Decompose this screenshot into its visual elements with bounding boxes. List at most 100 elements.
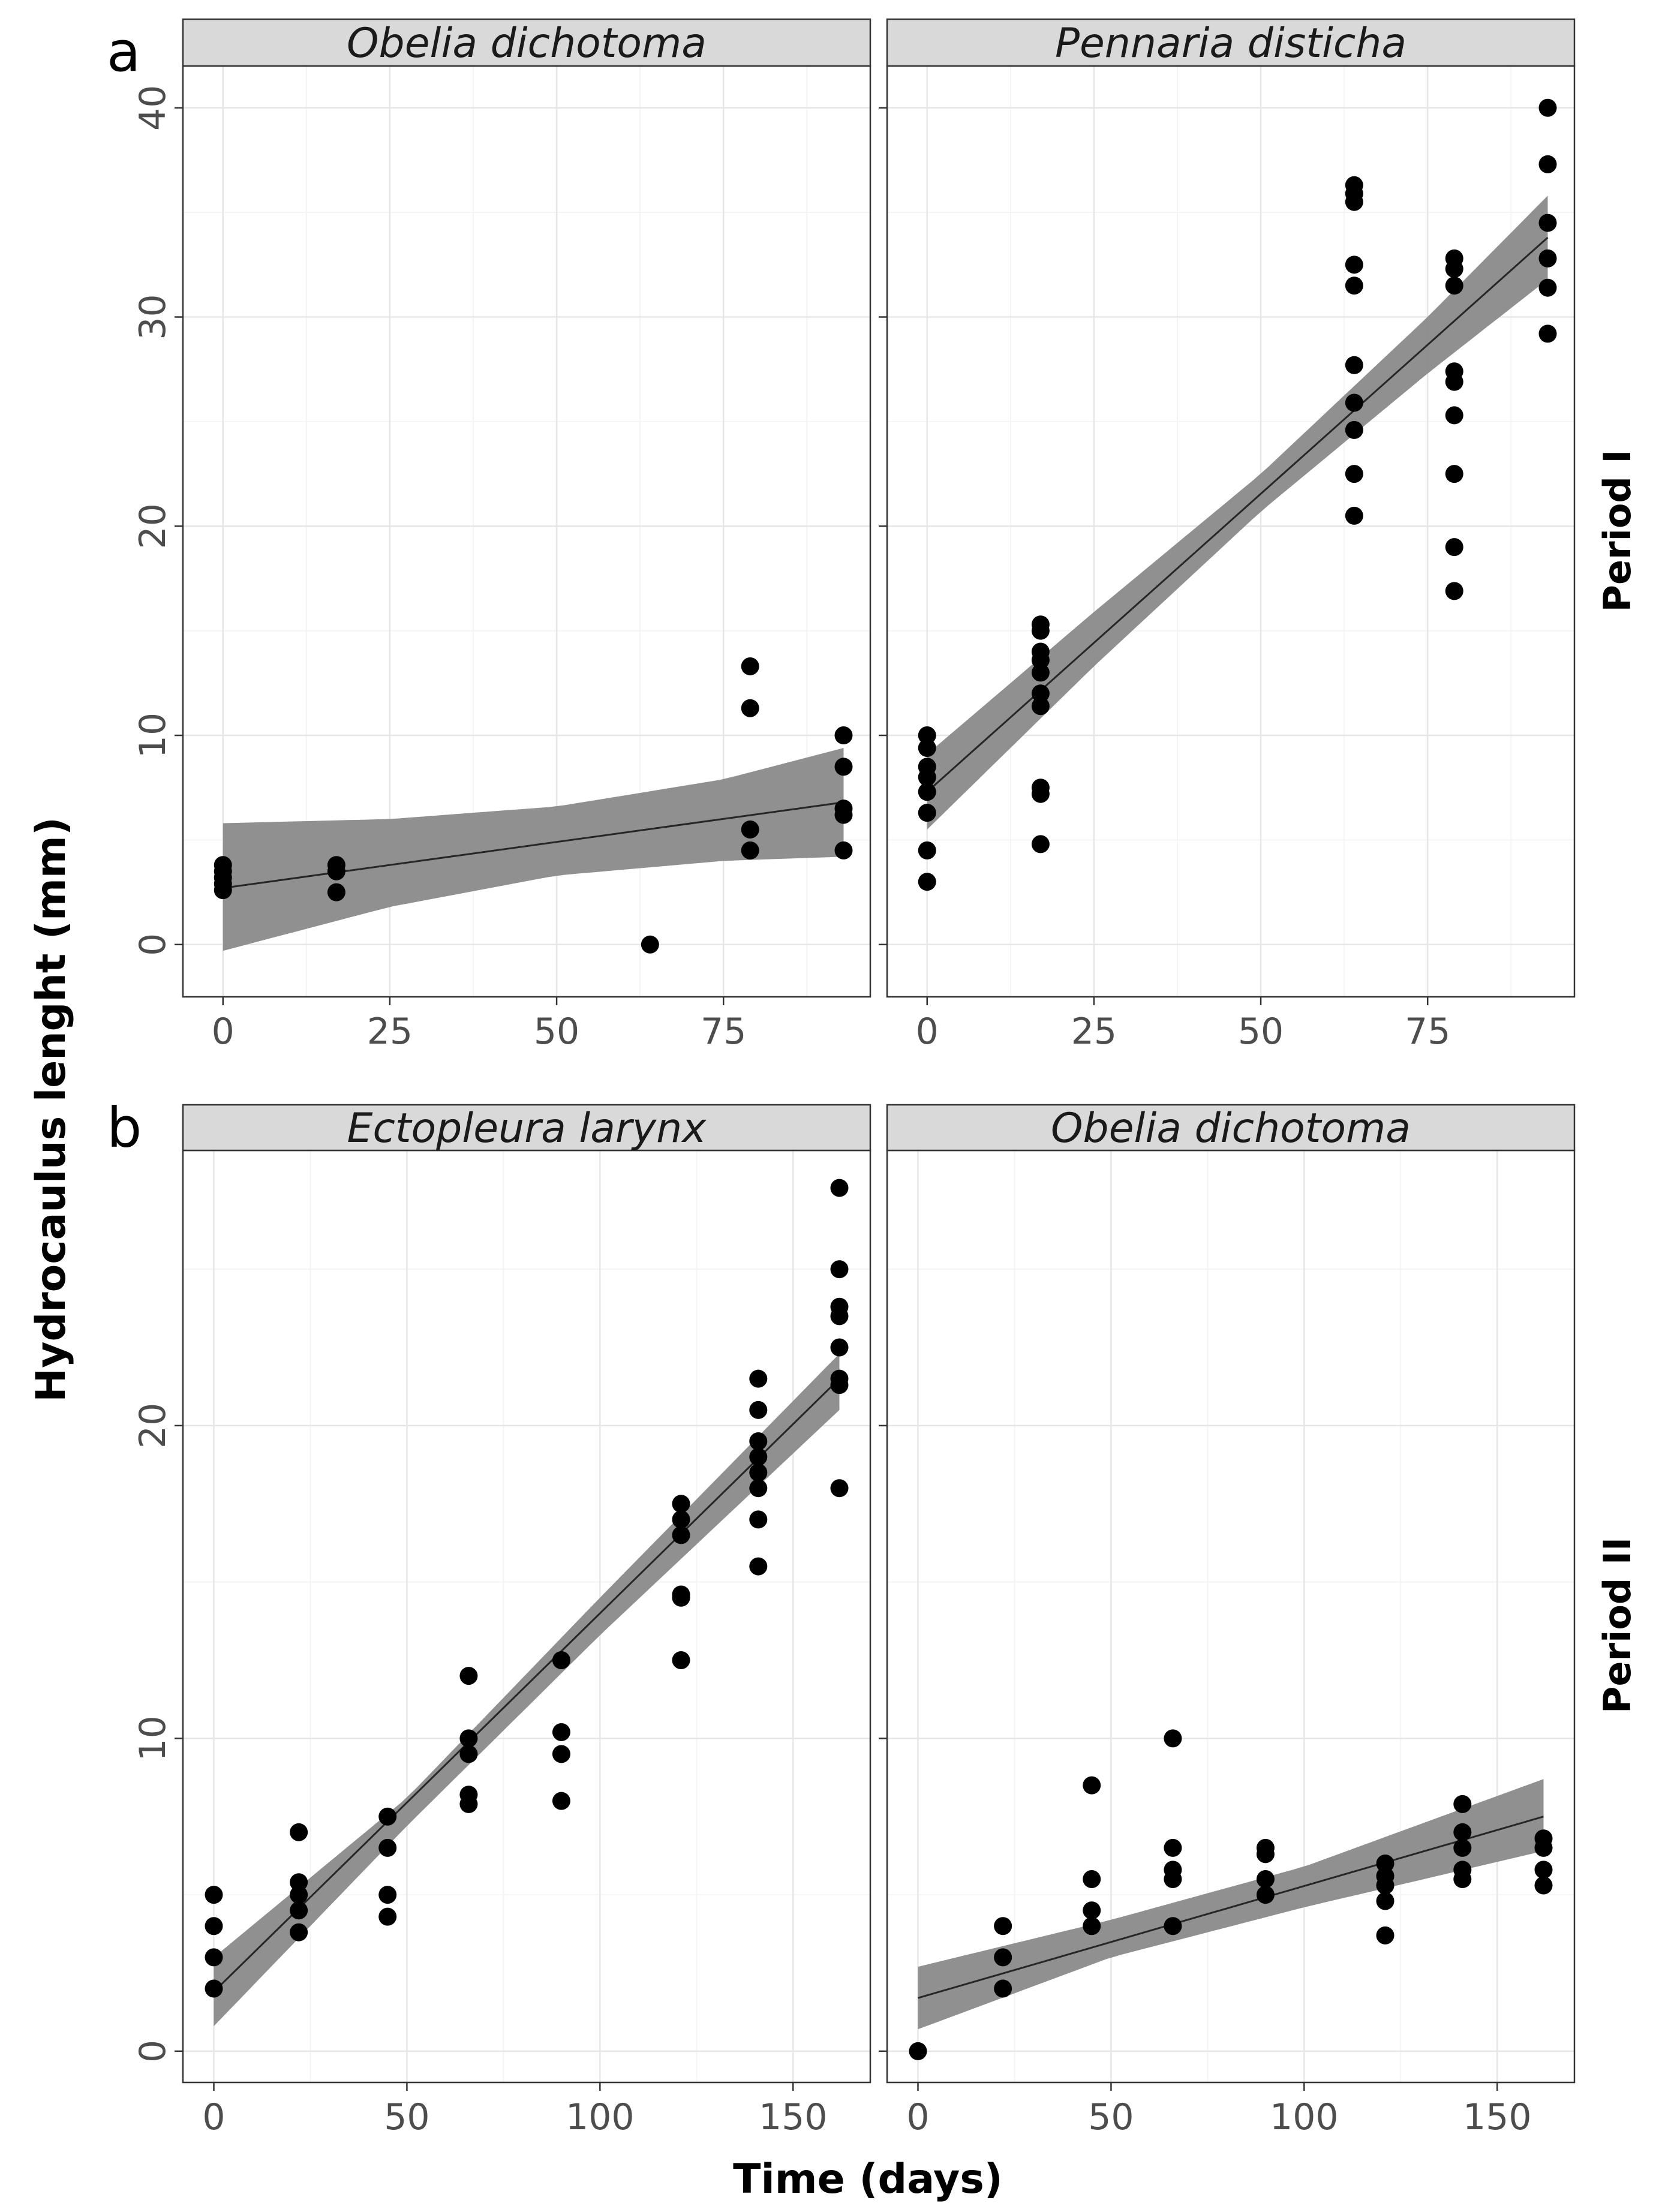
x-tick-label: 25 [367,1011,413,1053]
data-point [459,1745,478,1763]
data-point [994,1979,1012,1998]
data-point [672,1585,690,1604]
data-point [741,657,759,675]
data-point [1453,1838,1472,1857]
data-point [327,856,345,874]
data-point [378,1907,397,1926]
x-tick-label: 0 [202,2096,225,2138]
data-point [1345,393,1363,412]
facet-strip [886,1104,1576,1152]
data-point [741,820,759,838]
x-tick-label: 50 [384,2096,429,2138]
data-point [918,758,936,776]
y-tick-label: 20 [132,1403,174,1448]
y-axis-title: Hydrocaulus lenght (mm) [28,817,75,1402]
data-point [1031,642,1050,661]
row-label-period-1: Period I [1595,450,1639,612]
confidence-band [223,748,844,951]
data-point [1164,1917,1182,1936]
facet-strip-title: Ectopleura larynx [347,1105,707,1152]
panel-tag-b: b [107,1096,142,1160]
data-point [459,1729,478,1748]
facet-panel-3: Ectopleura larynx 0 50 100 150 0 10 20 [132,1104,871,2138]
data-point [1345,465,1363,483]
data-point [830,1369,849,1388]
facet-strip [182,18,871,67]
x-tick-label: 100 [1270,2096,1339,2138]
data-point [830,1479,849,1498]
data-point [834,841,853,859]
panel-tag-a: a [107,20,140,84]
data-point [1083,1901,1101,1920]
y-tick-label: 0 [132,933,174,956]
y-tick-label: 10 [132,713,174,758]
data-point [1345,506,1363,525]
data-point [834,800,853,818]
y-tick-label: 40 [132,85,174,131]
data-point [1445,406,1463,425]
data-point [552,1723,570,1741]
data-point [552,1651,570,1670]
data-point [205,1917,223,1936]
data-point [1164,1729,1182,1748]
data-point [994,1948,1012,1967]
data-point [1534,1829,1553,1848]
data-point [834,758,853,776]
data-point [290,1923,308,1941]
data-point [290,1886,308,1904]
data-point [1256,1838,1275,1857]
y-tick-label: 30 [132,294,174,339]
data-point [1376,1926,1394,1944]
x-tick-label: 50 [1088,2096,1134,2138]
data-point [830,1179,849,1197]
data-point [1031,663,1050,682]
data-point [378,1886,397,1904]
data-point [749,1369,768,1388]
data-point [1376,1854,1394,1873]
data-point [1031,615,1050,634]
facet-strip-title: Pennaria disticha [1055,20,1406,67]
data-point [1445,276,1463,295]
data-point [749,1432,768,1450]
x-tick-label: 50 [1238,1011,1284,1053]
data-point [290,1873,308,1892]
row-label-period-2: Period II [1595,1537,1639,1714]
data-point [327,883,345,901]
data-point [205,1979,223,1998]
facet-panel-2: Pennaria disticha 0 25 50 75 [879,18,1576,1053]
data-point [1538,249,1557,268]
data-point [749,1557,768,1576]
data-point [205,1948,223,1967]
data-point [552,1745,570,1763]
data-point [1538,278,1557,297]
regression-line [918,1816,1544,1999]
data-point [1534,1876,1553,1895]
data-point [918,783,936,801]
x-tick-label: 150 [759,2096,828,2138]
data-point [1031,697,1050,716]
data-point [552,1792,570,1810]
x-tick-label: 0 [916,1011,939,1053]
regression-line [223,801,844,889]
data-point [909,2042,927,2060]
data-point [749,1400,768,1419]
facet-panels: Obelia dichotoma 0 25 50 75 0 10 20 30 40 Pennaria… [132,18,1576,2138]
data-point [672,1526,690,1544]
data-point [1031,835,1050,853]
data-point [741,841,759,859]
data-point [1538,324,1557,343]
data-point [205,1886,223,1904]
x-axis-title: Time (days) [733,2156,1003,2203]
data-point [1538,155,1557,173]
data-point [1538,98,1557,117]
data-point [834,726,853,745]
data-point [1445,249,1463,268]
data-point [1453,1861,1472,1879]
data-point [1031,779,1050,797]
data-point [672,1510,690,1529]
data-point [1083,1776,1101,1795]
x-tick-label: 0 [212,1011,235,1053]
data-point [1164,1838,1182,1857]
data-point [1453,1795,1472,1813]
data-point [1445,538,1463,557]
